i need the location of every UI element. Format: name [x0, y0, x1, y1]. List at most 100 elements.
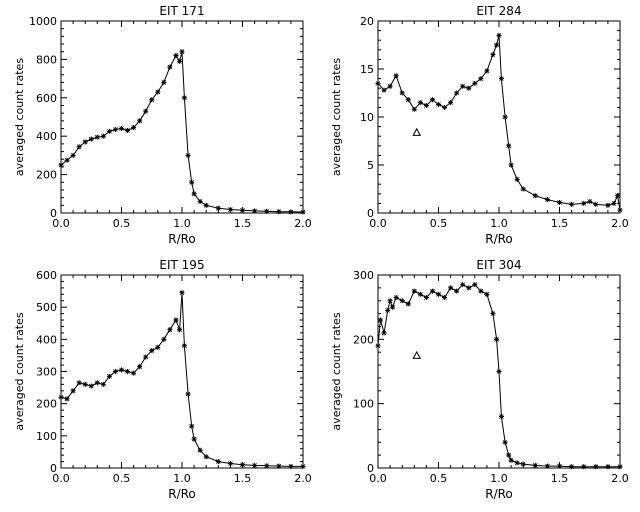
data-point: [448, 285, 454, 291]
data-point-stroke: [264, 463, 269, 469]
data-point: [264, 208, 270, 214]
data-point: [387, 83, 393, 89]
data-point: [466, 85, 472, 91]
data-point-stroke: [569, 464, 574, 469]
data-point-stroke: [466, 85, 472, 91]
data-point: [88, 136, 94, 142]
data-point: [605, 202, 611, 208]
data-point-stroke: [593, 202, 599, 207]
data-point: [417, 291, 423, 297]
data-point: [155, 89, 161, 95]
data-point-stroke: [203, 454, 209, 460]
data-point-stroke: [502, 439, 508, 445]
chart-title: EIT 195: [159, 258, 204, 272]
data-point-stroke: [514, 460, 520, 466]
data-point-stroke: [143, 354, 148, 360]
data-point: [191, 191, 197, 197]
x-tick-label: 1.5: [234, 217, 252, 230]
data-point-stroke: [107, 129, 112, 134]
data-point: [581, 464, 587, 470]
data-point-stroke: [203, 203, 209, 208]
data-point: [181, 343, 187, 349]
series-line: [377, 283, 620, 468]
data-point-stroke: [466, 285, 472, 291]
chart-panel-1: EIT 171 0.0 0.5 1.0 1.5 2.0 0 200 400 600 800 1000 R…: [13, 4, 312, 246]
data-point-stroke: [506, 143, 511, 149]
data-point-stroke: [70, 388, 76, 394]
y-tick-label: 200: [353, 333, 374, 346]
data-point: [300, 463, 306, 469]
x-tick-label: 0.0: [369, 217, 387, 230]
y-tick-label: 0: [50, 462, 57, 475]
data-point-stroke: [393, 295, 399, 300]
data-point: [532, 462, 538, 468]
data-point: [112, 126, 118, 132]
data-point-stroke: [436, 292, 441, 297]
y-tick-label: 0: [367, 462, 374, 475]
y-tick-label: 300: [36, 366, 57, 379]
data-point-stroke: [182, 343, 187, 349]
data-point-stroke: [137, 364, 142, 369]
data-point: [70, 152, 76, 158]
data-point-stroke: [375, 81, 381, 86]
data-point: [161, 336, 167, 342]
data-point: [557, 199, 562, 205]
data-point-stroke: [95, 380, 100, 386]
data-point: [460, 83, 466, 89]
data-point-stroke: [381, 87, 387, 93]
data-point-stroke: [252, 463, 257, 468]
data-point: [454, 90, 460, 96]
data-point: [615, 193, 621, 199]
y-tick-label: 1000: [29, 15, 57, 28]
data-point-stroke: [161, 337, 167, 342]
data-point-stroke: [533, 193, 538, 199]
data-point-stroke: [399, 90, 405, 96]
data-point-stroke: [412, 107, 417, 112]
data-point-stroke: [143, 108, 148, 114]
data-point-stroke: [405, 301, 411, 307]
data-point-stroke: [191, 436, 197, 442]
data-point-stroke: [593, 464, 599, 469]
data-point: [393, 73, 399, 79]
data-point: [94, 380, 100, 386]
data-point-stroke: [418, 100, 423, 105]
data-point-stroke: [300, 464, 306, 469]
data-point: [58, 394, 64, 400]
x-tick-label: 0.0: [52, 217, 70, 230]
y-tick-label: 10: [360, 111, 374, 124]
x-tick-label: 0.0: [369, 472, 387, 485]
data-point-stroke: [496, 369, 502, 374]
data-point-stroke: [119, 367, 124, 373]
data-point-stroke: [442, 105, 447, 110]
data-point: [197, 198, 203, 204]
data-point: [70, 388, 76, 394]
data-point: [544, 463, 550, 469]
data-point: [189, 179, 195, 185]
data-point: [58, 162, 64, 168]
data-point: [390, 304, 396, 310]
y-tick-label: 300: [353, 269, 374, 282]
data-point-stroke: [228, 461, 233, 466]
data-point: [177, 327, 183, 333]
data-point-stroke: [216, 205, 221, 211]
data-point-stroke: [484, 292, 490, 297]
data-point: [496, 32, 502, 38]
data-point-stroke: [430, 288, 435, 294]
x-tick-label: 2.0: [611, 472, 629, 485]
data-point-stroke: [185, 391, 191, 397]
y-tick-label: 400: [36, 130, 57, 143]
data-point: [112, 369, 118, 374]
chart-title: EIT 171: [159, 4, 204, 18]
data-point: [300, 209, 306, 215]
data-point: [399, 90, 405, 96]
data-point: [484, 291, 490, 297]
data-point: [611, 200, 617, 206]
data-point: [520, 461, 526, 467]
data-point: [149, 97, 155, 103]
data-point: [375, 343, 381, 349]
data-point: [442, 104, 448, 110]
data-point: [76, 380, 82, 386]
data-point-stroke: [569, 202, 574, 207]
data-point: [544, 197, 550, 203]
triangle-marker: [412, 127, 422, 136]
